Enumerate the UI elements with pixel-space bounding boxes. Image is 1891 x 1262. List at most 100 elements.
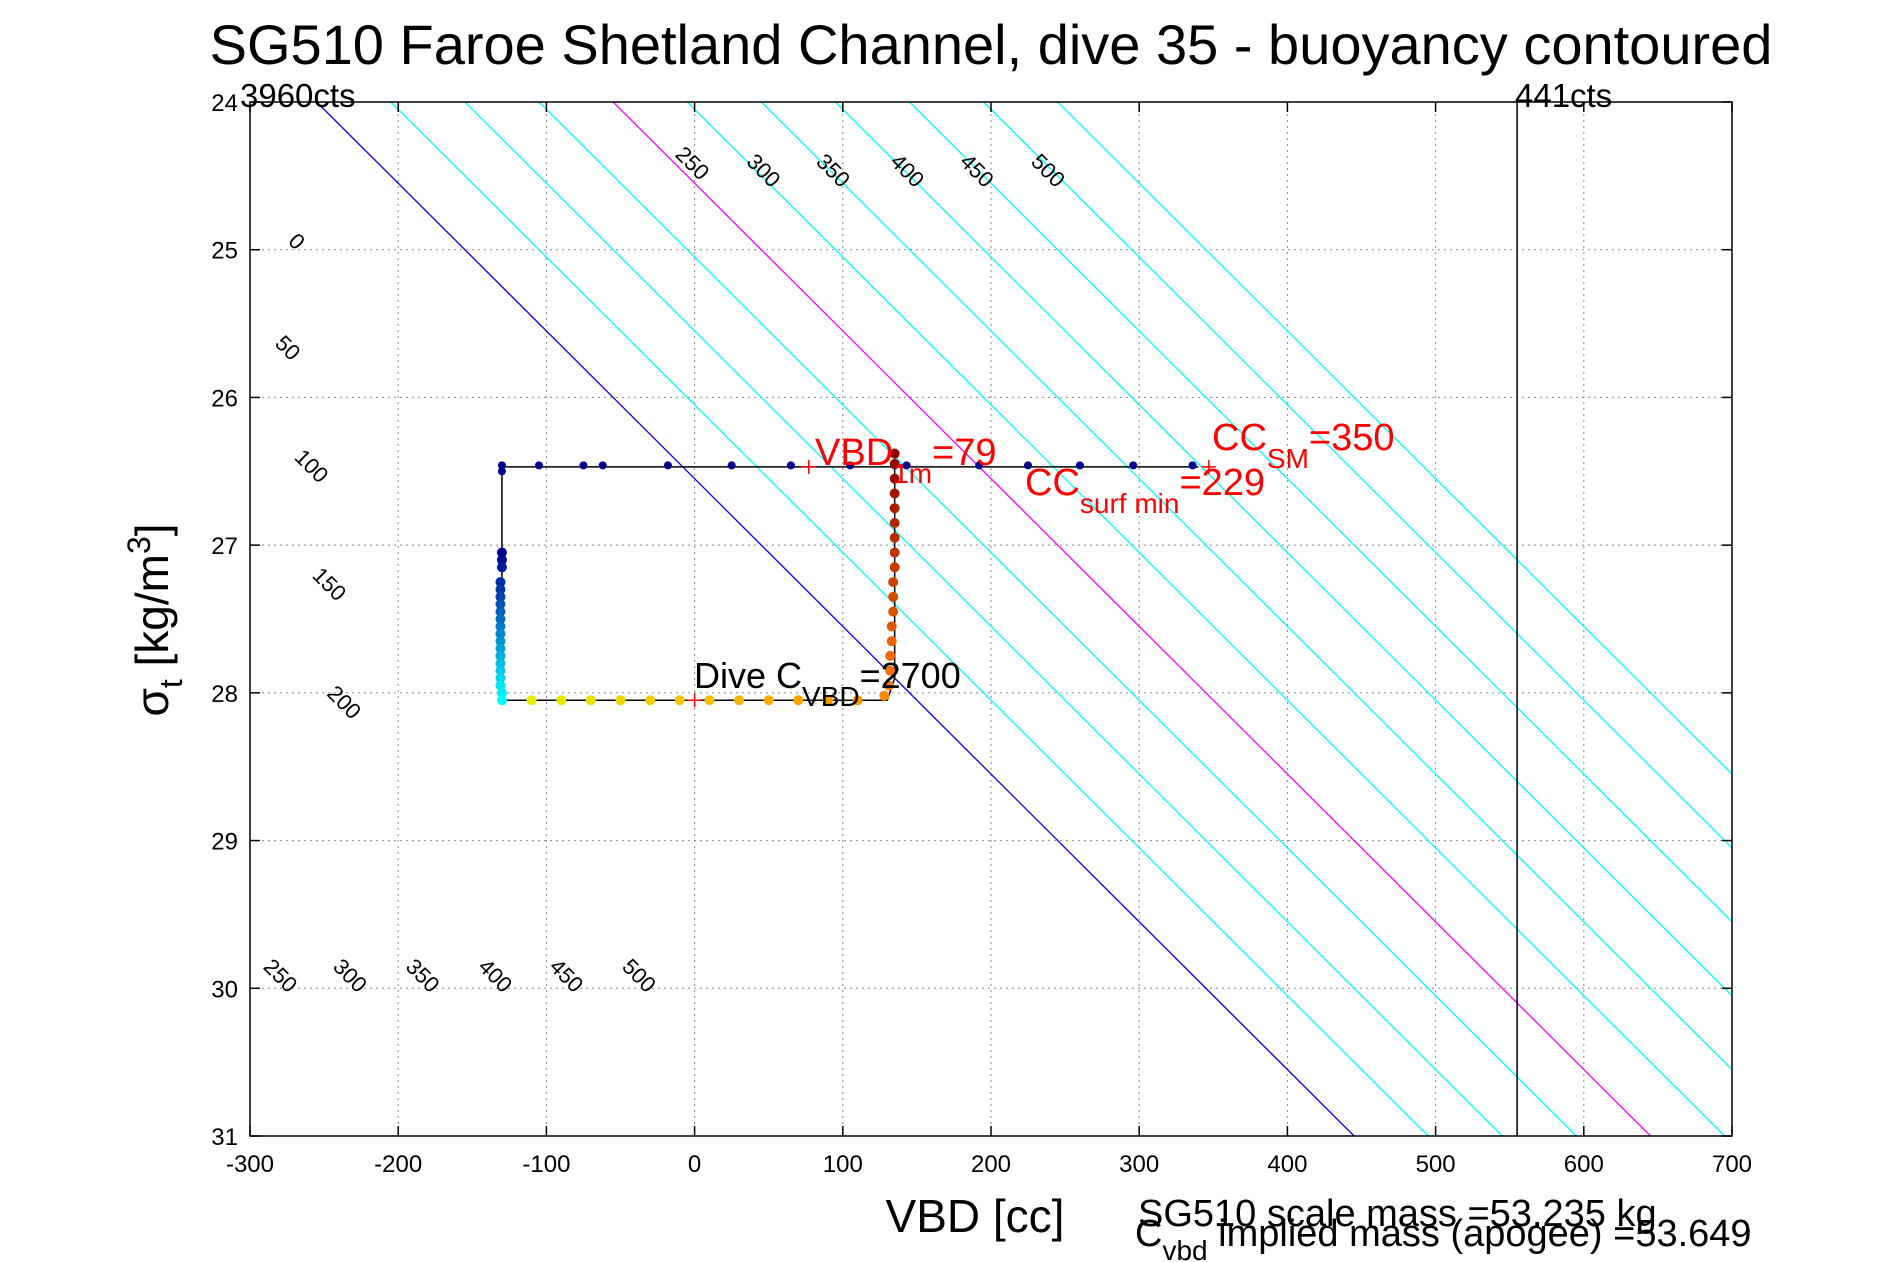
data-point — [496, 687, 507, 698]
x-tick-label: 700 — [1712, 1151, 1752, 1178]
contour-line-450 — [983, 102, 1732, 849]
cc-surf-min-main: CC — [1025, 462, 1080, 504]
data-point — [495, 636, 506, 647]
data-point — [1024, 461, 1033, 470]
data-point — [883, 680, 894, 691]
x-tick-label: 400 — [1267, 1151, 1307, 1178]
y-tick-label: 28 — [211, 681, 238, 708]
x-tick-label: 600 — [1564, 1151, 1604, 1178]
data-point — [889, 503, 900, 514]
x-tick-label: 200 — [971, 1151, 1011, 1178]
data-point — [579, 461, 588, 470]
data-point — [526, 695, 537, 706]
data-point — [495, 621, 506, 632]
data-point — [496, 562, 507, 573]
data-point — [534, 461, 543, 470]
data-point — [786, 461, 795, 470]
cvbd-main: C — [1135, 1213, 1162, 1255]
cvbd-tail: implied mass (apogee) =53.649 — [1208, 1213, 1752, 1255]
contour-line-400 — [909, 102, 1732, 923]
chart-title: SG510 Faroe Shetland Channel, dive 35 - … — [210, 13, 1773, 76]
data-point — [704, 695, 715, 706]
cc-sm-value: =350 — [1309, 417, 1395, 459]
data-point — [495, 673, 506, 684]
cvbd-sub: vbd — [1162, 1235, 1207, 1262]
data-point — [889, 517, 900, 528]
y-tick-label: 25 — [211, 238, 238, 265]
data-point — [495, 643, 506, 654]
cc-surf-min-sub: surf min — [1080, 488, 1180, 519]
data-point — [885, 650, 896, 661]
data-point — [889, 448, 900, 459]
cc-sm-annotation: CCSM=350 — [1212, 417, 1394, 474]
data-point — [495, 614, 506, 624]
contour-line-0 — [316, 102, 1355, 1136]
y-tick-label: 26 — [211, 385, 238, 412]
data-point — [1188, 461, 1197, 470]
data-point — [1129, 461, 1138, 470]
y-label-sigma: σ — [126, 688, 178, 716]
data-point — [889, 488, 900, 499]
data-point — [734, 695, 745, 706]
data-point — [496, 554, 507, 565]
vbd-1m-sub: 1m — [893, 458, 932, 489]
x-tick-label: 100 — [823, 1151, 863, 1178]
vbd-1m-annotation: VBD1m=79 — [815, 432, 997, 489]
contour-line-200 — [612, 102, 1651, 1136]
x-tick-label: 500 — [1416, 1151, 1456, 1178]
x-axis-ticks: -300 -200 -100 0 100 200 300 400 500 600 700 — [226, 102, 1752, 1178]
data-point — [495, 628, 506, 639]
data-point — [556, 695, 567, 706]
data-point — [496, 695, 507, 706]
data-point — [846, 461, 855, 470]
data-point — [495, 606, 506, 617]
x-tick-label: 0 — [688, 1151, 701, 1178]
data-point — [615, 695, 626, 706]
data-point — [889, 532, 900, 543]
data-point — [889, 562, 900, 573]
data-point — [888, 591, 899, 602]
y-tick-label: 27 — [211, 533, 238, 560]
dive-cvbd-value: =2700 — [860, 655, 961, 696]
data-point — [497, 467, 506, 476]
data-point — [598, 461, 607, 470]
scale-mass-text: SG510 scale mass =53.235 kg — [1138, 1193, 1657, 1235]
data-point — [888, 606, 899, 617]
data-point — [888, 577, 899, 588]
y-tick-label: 29 — [211, 829, 238, 856]
data-point — [495, 650, 506, 661]
data-point — [889, 547, 900, 558]
contour-line-250 — [686, 102, 1726, 1136]
cc-sm-sub: SM — [1267, 443, 1309, 474]
dive-data-points — [495, 448, 1197, 706]
data-point — [645, 695, 656, 706]
data-point — [663, 461, 672, 470]
y-tick-label: 24 — [211, 90, 238, 117]
data-point — [495, 591, 506, 602]
y-label-close: ] — [126, 523, 178, 536]
dive-cvbd-annotation: Dive CVBD=2700 — [694, 655, 961, 712]
grid-lines — [250, 102, 1732, 1136]
data-point — [889, 473, 900, 484]
data-point — [822, 695, 833, 706]
x-tick-label: -100 — [522, 1151, 570, 1178]
buoyancy-contours — [316, 102, 1732, 1136]
vbd-1m-main: VBD — [815, 432, 893, 474]
y-axis-label: σt [kg/m3] — [121, 523, 189, 716]
data-point — [495, 577, 506, 588]
contour-line-300 — [760, 102, 1732, 1071]
data-point — [889, 458, 900, 469]
x-axis-label: VBD [cc] — [886, 1190, 1065, 1242]
data-point — [886, 621, 897, 632]
data-point — [879, 690, 890, 701]
data-point — [674, 695, 685, 706]
right-limit-label: 441cts — [1515, 77, 1612, 114]
dive-cvbd-main: Dive C — [694, 655, 802, 696]
data-point — [1075, 461, 1084, 470]
x-tick-label: -200 — [374, 1151, 422, 1178]
vbd-1m-value: =79 — [932, 432, 996, 474]
data-point — [495, 665, 506, 676]
data-point — [763, 695, 774, 706]
cc-sm-main: CC — [1212, 417, 1267, 459]
y-axis-ticks: 24 25 26 27 28 29 30 31 — [211, 90, 1732, 1151]
